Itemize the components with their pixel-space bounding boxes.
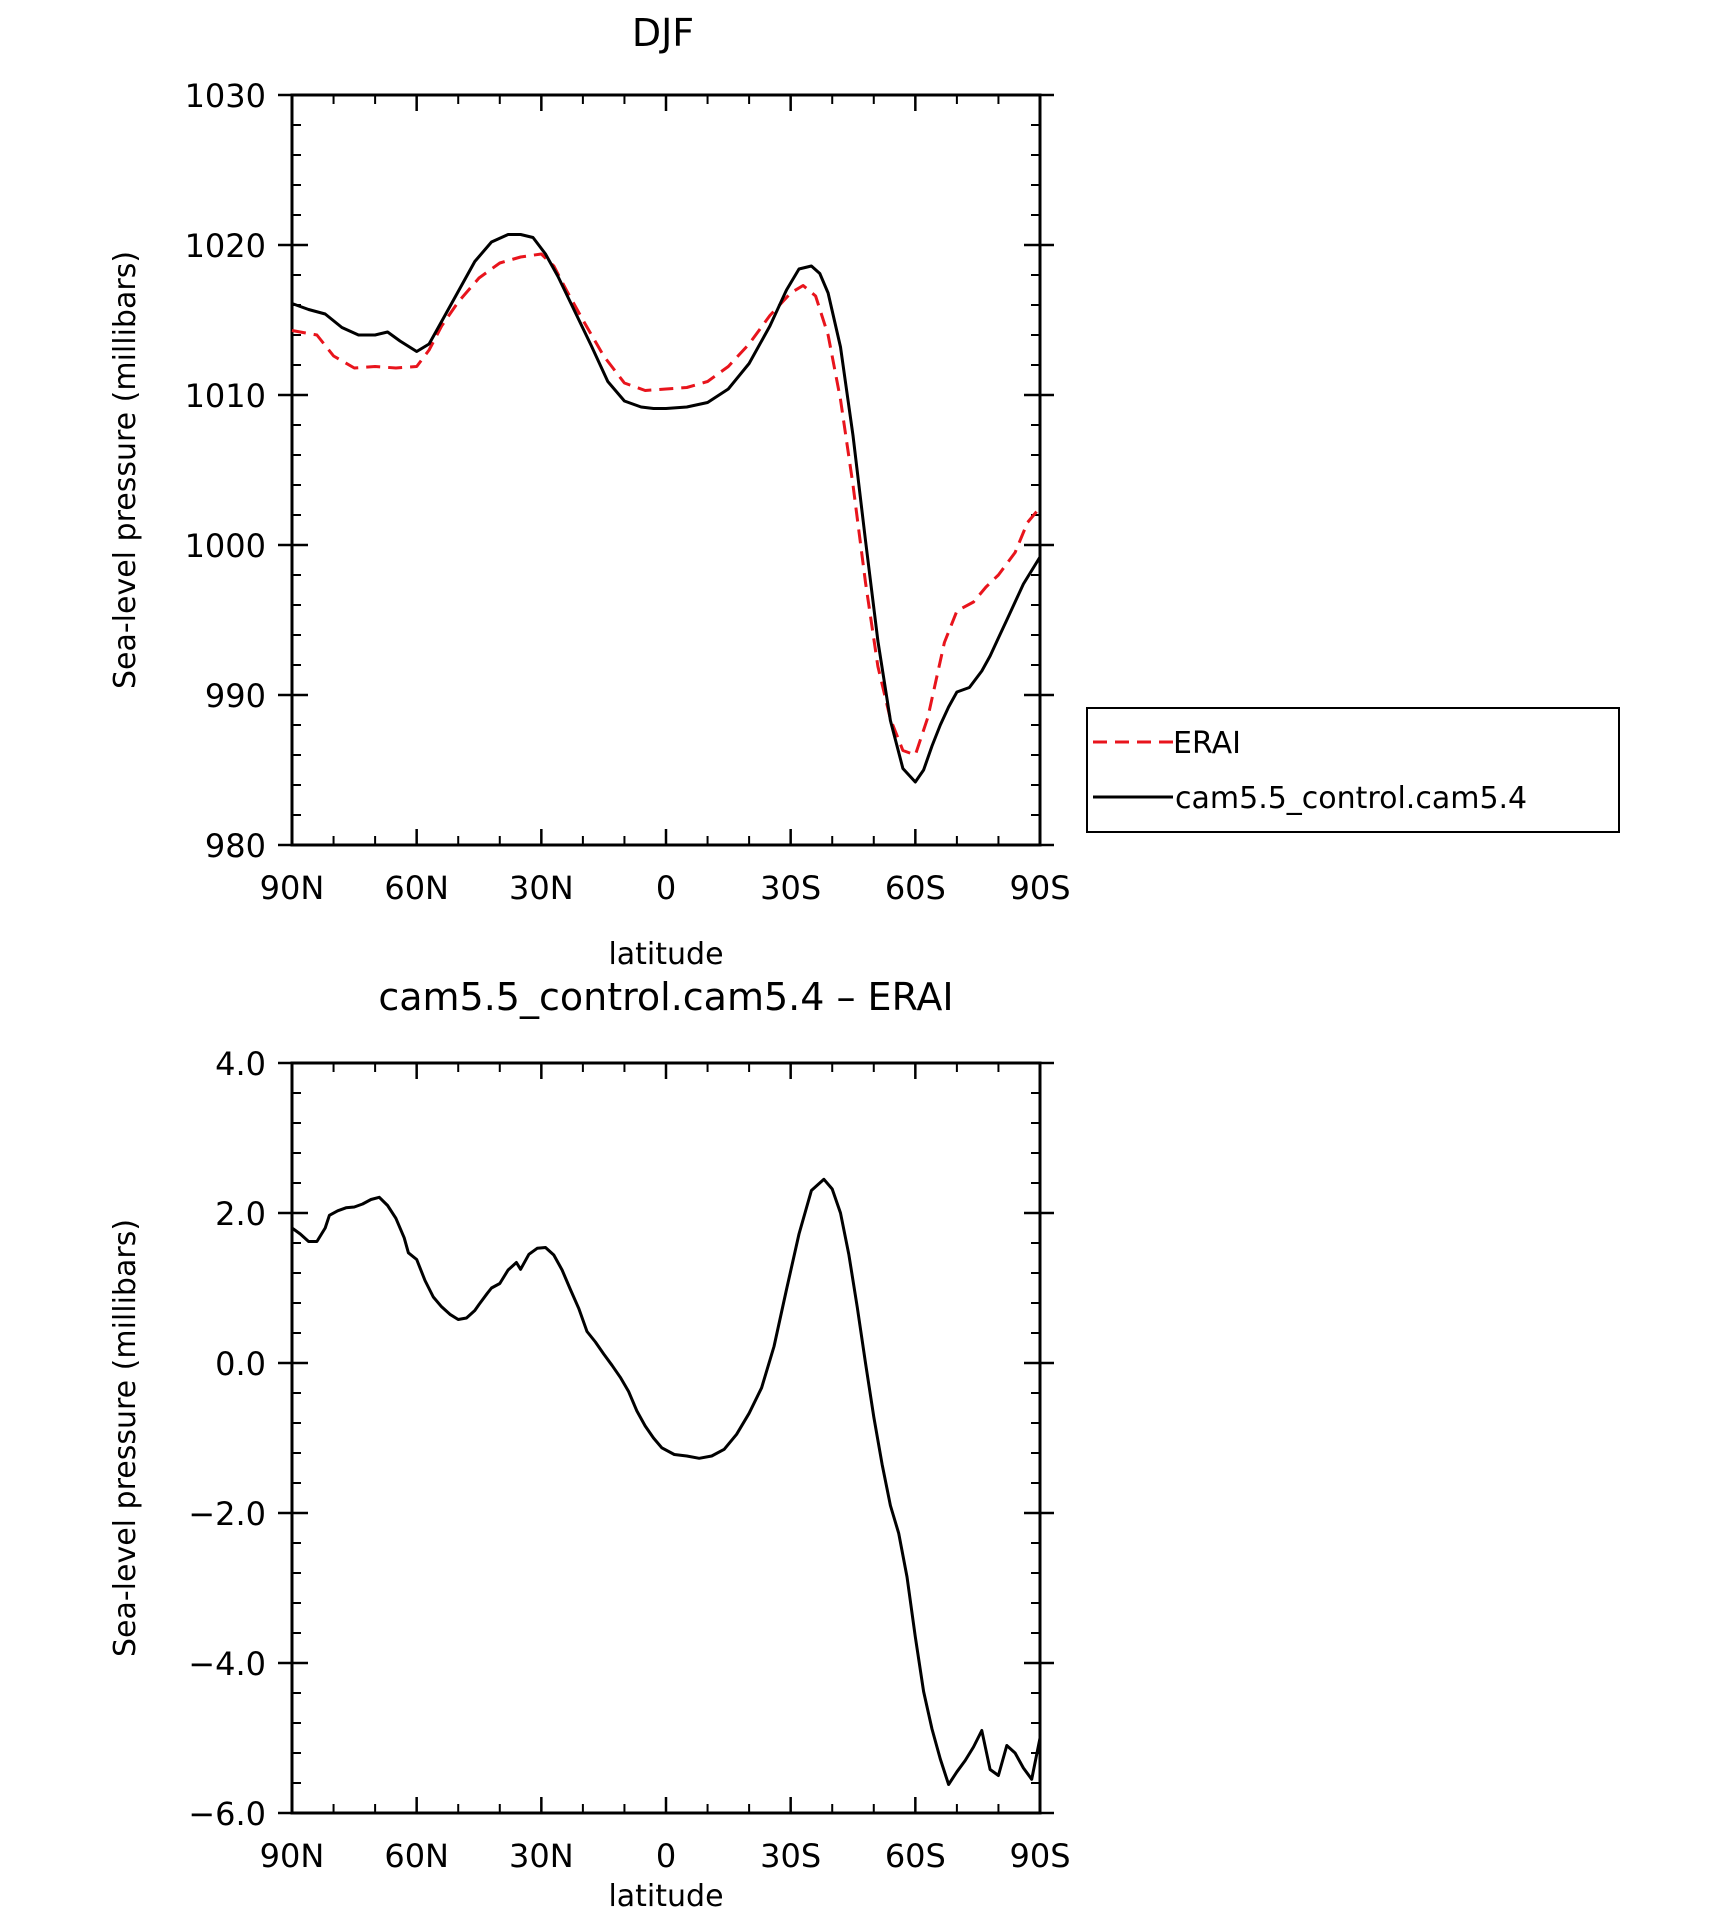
x-axis-label: latitude xyxy=(608,1879,723,1914)
plot-lines xyxy=(291,233,1042,784)
y-tick-label: 1030 xyxy=(185,77,266,115)
x-tick-label: 90N xyxy=(260,869,325,907)
x-tick-label: 60N xyxy=(384,1837,449,1875)
panel-djf: DJF Sea-level pressure (millibars) latit… xyxy=(108,11,1620,972)
y-tick-label: 1010 xyxy=(185,377,266,415)
series-line-difference xyxy=(291,1177,1042,1786)
legend: ERAI cam5.5_control.cam5.4 xyxy=(1086,707,1620,833)
x-tick-label: 30N xyxy=(509,1837,574,1875)
legend-label-cam: cam5.5_control.cam5.4 xyxy=(1175,781,1527,816)
plot-lines xyxy=(291,1177,1042,1786)
y-tick-label: −6.0 xyxy=(188,1795,266,1833)
x-tick-label: 0 xyxy=(656,1837,676,1875)
y-axis-label: Sea-level pressure (millibars) xyxy=(108,1219,143,1657)
x-tick-label: 60S xyxy=(885,1837,946,1875)
x-tick-label: 60N xyxy=(384,869,449,907)
x-tick-label: 0 xyxy=(656,869,676,907)
y-tick-label: 1020 xyxy=(185,227,266,265)
panel-difference: cam5.5_control.cam5.4 – ERAI Sea-level p… xyxy=(108,975,1071,1914)
y-tick-label: 990 xyxy=(205,677,266,715)
x-tick-label: 90S xyxy=(1009,1837,1070,1875)
y-tick-label: 4.0 xyxy=(215,1045,266,1083)
legend-box xyxy=(1086,707,1620,833)
y-tick-label: 0.0 xyxy=(215,1345,266,1383)
plot-frame xyxy=(290,1061,1042,1815)
series-line-cam5-5-control-cam5-4 xyxy=(291,233,1042,784)
x-tick-label: 60S xyxy=(885,869,946,907)
x-axis-label: latitude xyxy=(608,937,723,972)
y-tick-label: 1000 xyxy=(185,527,266,565)
y-tick-label: 980 xyxy=(205,827,266,865)
y-tick-label: 2.0 xyxy=(215,1195,266,1233)
chart-title: DJF xyxy=(632,11,694,55)
y-tick-label: −2.0 xyxy=(188,1495,266,1533)
x-tick-label: 30S xyxy=(760,869,821,907)
y-tick-label: −4.0 xyxy=(188,1645,266,1683)
x-tick-label: 90S xyxy=(1009,869,1070,907)
axis-ticks: 90N 60N 30N 0 30S 60S 90S −6.0 −4.0 −2.0 0.0 2.0 4.0 xyxy=(188,1045,1070,1875)
legend-label-erai: ERAI xyxy=(1173,726,1241,761)
chart-title: cam5.5_control.cam5.4 – ERAI xyxy=(378,975,953,1019)
x-tick-label: 30S xyxy=(760,1837,821,1875)
y-axis-label: Sea-level pressure (millibars) xyxy=(108,251,143,689)
x-tick-label: 90N xyxy=(260,1837,325,1875)
axis-ticks: 90N 60N 30N 0 30S 60S 90S 980 990 1000 1010 1020 103… xyxy=(185,77,1071,907)
plot-frame xyxy=(290,93,1042,847)
x-tick-label: 30N xyxy=(509,869,574,907)
series-line-erai xyxy=(291,252,1042,757)
